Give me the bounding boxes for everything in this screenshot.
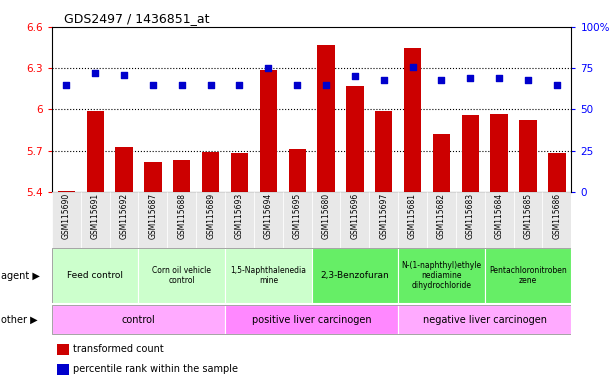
Bar [139, 248, 225, 303]
Text: GSM115685: GSM115685 [524, 193, 533, 239]
Point [523, 77, 533, 83]
Text: GSM115691: GSM115691 [90, 193, 100, 239]
Text: GSM115690: GSM115690 [62, 193, 71, 239]
Bar [109, 192, 139, 248]
Text: GSM115683: GSM115683 [466, 193, 475, 239]
Point [148, 82, 158, 88]
Text: GSM115682: GSM115682 [437, 193, 446, 239]
Bar [115, 147, 133, 192]
Text: GSM115694: GSM115694 [264, 193, 273, 239]
Bar [231, 154, 248, 192]
Bar [312, 248, 398, 303]
Text: 2,3-Benzofuran: 2,3-Benzofuran [321, 271, 389, 280]
Bar [491, 114, 508, 192]
Point [408, 63, 417, 70]
Bar [317, 45, 335, 192]
Bar [514, 192, 543, 248]
Bar [254, 192, 283, 248]
Point [494, 75, 504, 81]
Bar [398, 305, 571, 334]
Bar [369, 192, 398, 248]
Bar [57, 190, 75, 192]
Bar [52, 192, 81, 248]
Bar [340, 192, 369, 248]
Point [119, 72, 129, 78]
Bar [283, 192, 312, 248]
Point [321, 82, 331, 88]
Bar [57, 364, 68, 375]
Bar [427, 192, 456, 248]
Bar [225, 305, 398, 334]
Bar [485, 248, 571, 303]
Text: Corn oil vehicle
control: Corn oil vehicle control [152, 266, 211, 285]
Bar [346, 86, 364, 192]
Bar [173, 161, 191, 192]
Text: GSM115693: GSM115693 [235, 193, 244, 239]
Bar [81, 192, 109, 248]
Text: N-(1-naphthyl)ethyle
nediamine
dihydrochloride: N-(1-naphthyl)ethyle nediamine dihydroch… [401, 261, 481, 290]
Bar [375, 111, 392, 192]
Text: GSM115684: GSM115684 [495, 193, 503, 239]
Bar [260, 70, 277, 192]
Bar [485, 192, 514, 248]
Bar [202, 152, 219, 192]
Bar [288, 149, 306, 192]
Bar [139, 192, 167, 248]
Bar [548, 154, 566, 192]
Bar [52, 248, 139, 303]
Text: 1,5-Naphthalenedia
mine: 1,5-Naphthalenedia mine [230, 266, 306, 285]
Text: GSM115697: GSM115697 [379, 193, 388, 239]
Text: GSM115686: GSM115686 [552, 193, 562, 239]
Bar [398, 192, 427, 248]
Text: GSM115695: GSM115695 [293, 193, 302, 239]
Point [466, 75, 475, 81]
Text: GSM115681: GSM115681 [408, 193, 417, 239]
Point [379, 77, 389, 83]
Point [206, 82, 216, 88]
Point [437, 77, 447, 83]
Bar [196, 192, 225, 248]
Point [62, 82, 71, 88]
Bar [404, 48, 421, 192]
Point [552, 82, 562, 88]
Text: agent ▶: agent ▶ [1, 270, 40, 281]
Point [292, 82, 302, 88]
Text: GSM115687: GSM115687 [148, 193, 158, 239]
Bar [225, 248, 312, 303]
Bar [519, 121, 536, 192]
Point [177, 82, 187, 88]
Bar [225, 192, 254, 248]
Bar [456, 192, 485, 248]
Text: GSM115696: GSM115696 [350, 193, 359, 239]
Text: percentile rank within the sample: percentile rank within the sample [73, 364, 238, 374]
Bar [87, 111, 104, 192]
Bar [398, 248, 485, 303]
Text: other ▶: other ▶ [1, 314, 37, 325]
Text: GDS2497 / 1436851_at: GDS2497 / 1436851_at [64, 12, 210, 25]
Bar [52, 305, 225, 334]
Point [90, 70, 100, 76]
Text: Pentachloronitroben
zene: Pentachloronitroben zene [489, 266, 567, 285]
Bar [462, 115, 479, 192]
Point [350, 73, 360, 79]
Text: transformed count: transformed count [73, 344, 164, 354]
Bar [144, 162, 161, 192]
Bar [543, 192, 571, 248]
Point [235, 82, 244, 88]
Bar [57, 344, 68, 354]
Text: GSM115689: GSM115689 [206, 193, 215, 239]
Text: GSM115680: GSM115680 [321, 193, 331, 239]
Bar [312, 192, 340, 248]
Text: GSM115688: GSM115688 [177, 193, 186, 239]
Text: GSM115692: GSM115692 [120, 193, 128, 239]
Text: negative liver carcinogen: negative liver carcinogen [423, 314, 547, 325]
Text: positive liver carcinogen: positive liver carcinogen [252, 314, 371, 325]
Text: Feed control: Feed control [67, 271, 123, 280]
Bar [433, 134, 450, 192]
Point [263, 65, 273, 71]
Bar [167, 192, 196, 248]
Text: control: control [122, 314, 155, 325]
